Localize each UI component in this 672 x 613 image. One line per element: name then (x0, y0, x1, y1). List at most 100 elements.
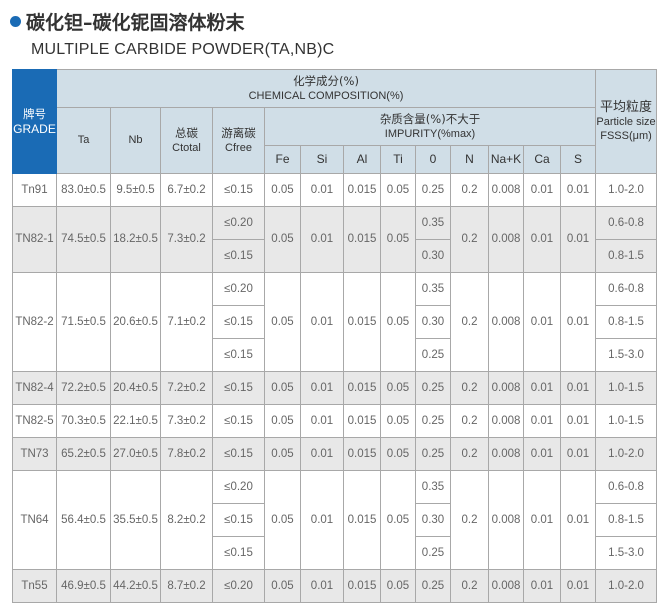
ca-cell: 0.01 (523, 437, 561, 471)
nak-cell: 0.008 (488, 371, 524, 405)
si-cell: 0.01 (300, 173, 344, 207)
ctotal-cell: 7.1±0.2 (160, 272, 213, 372)
nak-cell: 0.008 (488, 569, 524, 603)
o-cell: 0.35 (415, 470, 451, 504)
grade-cell: TN64 (12, 470, 57, 570)
ti-cell: 0.05 (380, 272, 416, 372)
o-cell: 0.30 (415, 305, 451, 339)
ctotal-cell: 7.3±0.2 (160, 404, 213, 438)
page-title: 碳化钽–碳化铌固溶体粉末 (10, 8, 245, 35)
ta-cell: 71.5±0.5 (56, 272, 111, 372)
si-cell: 0.01 (300, 569, 344, 603)
ta-cell: 72.2±0.5 (56, 371, 111, 405)
nak-cell: 0.008 (488, 437, 524, 471)
table-row: TN64 56.4±0.5 35.5±0.5 8.2±0.2 ≤0.20 0.05 0.01… (12, 470, 658, 570)
o-cell: 0.25 (415, 371, 451, 405)
header-impurity-cell: Ca (523, 145, 561, 174)
si-cell: 0.01 (300, 272, 344, 372)
fe-cell: 0.05 (264, 272, 301, 372)
n-cell: 0.2 (450, 470, 489, 570)
table-row: Tn55 46.9±0.5 44.2±0.5 8.7±0.2 ≤0.20 0.05 0.01… (12, 569, 658, 603)
cfree-cell: ≤0.15 (212, 404, 265, 438)
ctotal-cell: 6.7±0.2 (160, 173, 213, 207)
fe-cell: 0.05 (264, 569, 301, 603)
al-cell: 0.015 (343, 404, 381, 438)
header-ctotal: 总碳 Ctotal (160, 107, 213, 174)
header-chemical-composition: 化学成分(%) CHEMICAL COMPOSITION(%) (55, 69, 597, 108)
ta-cell: 83.0±0.5 (56, 173, 111, 207)
s-cell: 0.01 (559, 371, 597, 405)
ti-cell: 0.05 (380, 470, 416, 570)
n-cell: 0.2 (450, 437, 489, 471)
s-cell: 0.01 (559, 437, 597, 471)
grade-cell: Tn91 (12, 173, 57, 207)
n-cell: 0.2 (450, 569, 489, 603)
nb-cell: 9.5±0.5 (110, 173, 161, 207)
title-text: 碳化钽–碳化铌固溶体粉末 (26, 12, 245, 34)
al-cell: 0.015 (343, 437, 381, 471)
cfree-cell: ≤0.15 (212, 437, 265, 471)
al-cell: 0.015 (343, 371, 381, 405)
particle-size-cell: 0.8-1.5 (595, 239, 658, 273)
fe-cell: 0.05 (264, 437, 301, 471)
o-cell: 0.25 (415, 338, 451, 372)
header-impurity-cell: Fe (264, 145, 301, 174)
n-cell: 0.2 (450, 173, 489, 207)
nb-cell: 22.1±0.5 (110, 404, 161, 438)
header-particle-size: 平均粒度 Particle size FSSS(μm) (595, 69, 658, 174)
ca-cell: 0.01 (523, 173, 561, 207)
ca-cell: 0.01 (523, 569, 561, 603)
table-row: TN82-4 72.2±0.5 20.4±0.5 7.2±0.2 ≤0.15 0.05 0.… (12, 371, 658, 405)
nb-cell: 35.5±0.5 (110, 470, 161, 570)
header-nb: Nb (110, 107, 161, 174)
page-subtitle: MULTIPLE CARBIDE POWDER(TA,NB)C (31, 41, 335, 58)
fe-cell: 0.05 (264, 404, 301, 438)
carbide-spec-table: 牌号 GRADE 化学成分(%) CHEMICAL COMPOSITION(%) 平… (12, 69, 658, 603)
si-cell: 0.01 (300, 470, 344, 570)
grade-cell: TN82-2 (12, 272, 57, 372)
ctotal-cell: 7.2±0.2 (160, 371, 213, 405)
fe-cell: 0.05 (264, 173, 301, 207)
ca-cell: 0.01 (523, 470, 561, 570)
header-impurity-cell: 0 (415, 145, 451, 174)
table-row: ≤0.15 0.30 0.8-1.5 (13, 239, 658, 273)
header-grade: 牌号 GRADE (12, 69, 57, 174)
ctotal-cell: 8.2±0.2 (160, 470, 213, 570)
header-impurity-cell: Na+K (488, 145, 524, 174)
header-impurity-cell: N (450, 145, 489, 174)
table-row: Tn91 83.0±0.5 9.5±0.5 6.7±0.2 ≤0.15 0.05 0.01 0… (12, 173, 658, 207)
o-cell: 0.35 (415, 272, 451, 306)
particle-size-cell: 0.6-0.8 (595, 206, 658, 240)
nak-cell: 0.008 (488, 404, 524, 438)
grade-cell: TN82-1 (12, 206, 57, 273)
o-cell: 0.30 (415, 503, 451, 537)
particle-size-cell: 1.5-3.0 (595, 536, 658, 570)
grade-cell: TN73 (12, 437, 57, 471)
n-cell: 0.2 (450, 272, 489, 372)
o-cell: 0.25 (415, 173, 451, 207)
bullet-icon (10, 16, 21, 27)
cfree-cell: ≤0.20 (212, 272, 265, 306)
s-cell: 0.01 (559, 470, 597, 570)
particle-size-cell: 1.5-3.0 (595, 338, 658, 372)
header-impurity-cell: Ti (380, 145, 416, 174)
al-cell: 0.015 (343, 470, 381, 570)
cfree-cell: ≤0.20 (212, 470, 265, 504)
fe-cell: 0.05 (264, 470, 301, 570)
ca-cell: 0.01 (523, 404, 561, 438)
al-cell: 0.015 (343, 206, 381, 273)
table-row: ≤0.15 0.25 1.5-3.0 (13, 338, 658, 372)
s-cell: 0.01 (559, 569, 597, 603)
table-row: ≤0.15 0.30 0.8-1.5 (13, 305, 658, 339)
particle-size-cell: 0.8-1.5 (595, 503, 658, 537)
s-cell: 0.01 (559, 206, 597, 273)
particle-size-cell: 1.0-2.0 (595, 437, 658, 471)
nb-cell: 44.2±0.5 (110, 569, 161, 603)
ta-cell: 56.4±0.5 (56, 470, 111, 570)
o-cell: 0.25 (415, 569, 451, 603)
nb-cell: 20.6±0.5 (110, 272, 161, 372)
ctotal-cell: 7.8±0.2 (160, 437, 213, 471)
ca-cell: 0.01 (523, 371, 561, 405)
s-cell: 0.01 (559, 173, 597, 207)
nak-cell: 0.008 (488, 173, 524, 207)
